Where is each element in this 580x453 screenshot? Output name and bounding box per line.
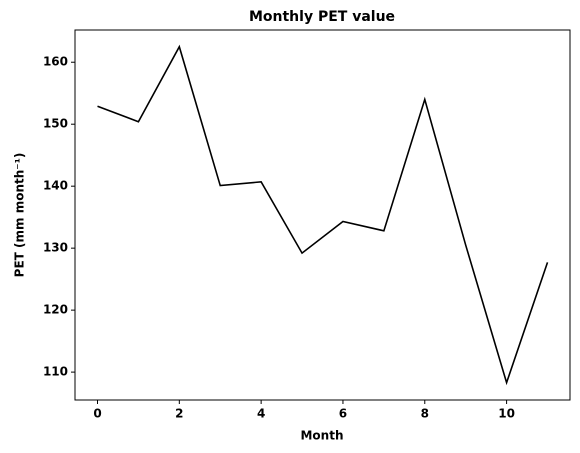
x-tick-label: 2 xyxy=(175,407,183,421)
chart-title: Monthly PET value xyxy=(249,9,395,25)
x-tick-label: 6 xyxy=(339,407,347,421)
y-tick-label: 130 xyxy=(43,241,68,255)
y-axis-label: PET (mm month⁻¹) xyxy=(13,153,27,278)
x-tick-label: 10 xyxy=(498,407,515,421)
x-axis-label: Month xyxy=(300,429,343,443)
y-tick-label: 160 xyxy=(43,55,68,69)
y-tick-label: 120 xyxy=(43,303,68,317)
y-tick-label: 110 xyxy=(43,365,68,379)
x-tick-label: 4 xyxy=(257,407,265,421)
data-line xyxy=(97,44,549,386)
y-tick-label: 150 xyxy=(43,117,68,131)
plot-frame xyxy=(74,29,571,401)
y-tick-label: 140 xyxy=(43,179,68,193)
x-tick-label: 8 xyxy=(421,407,429,421)
x-tick-label: 0 xyxy=(93,407,101,421)
